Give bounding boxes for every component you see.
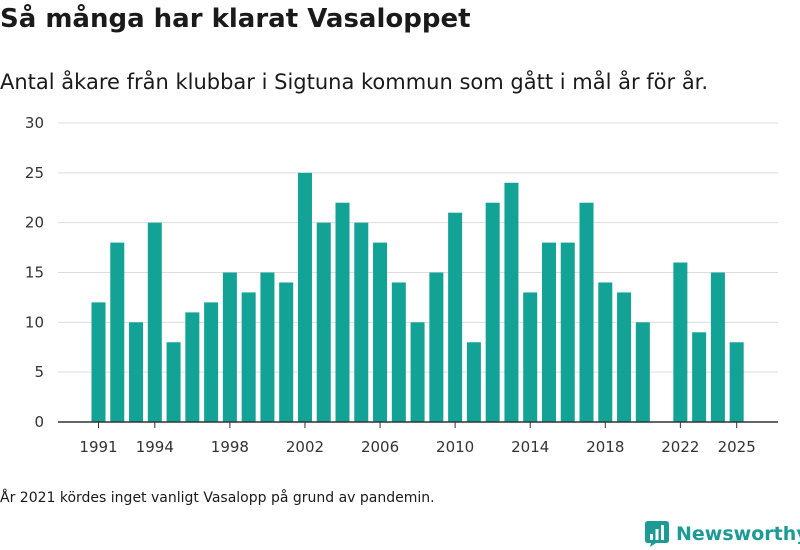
x-tick-label-2022: 2022 [661, 438, 699, 456]
x-tick-label-1994: 1994 [136, 438, 174, 456]
bar-2005 [354, 222, 369, 422]
bar-1991 [91, 302, 106, 422]
chart-title: Så många har klarat Vasaloppet [0, 4, 471, 34]
brand-name: Newsworthy [676, 523, 800, 545]
bar-2008 [410, 322, 425, 422]
bar-2012 [485, 202, 500, 422]
chart-footnote: År 2021 kördes inget vanligt Vasalopp på… [0, 490, 435, 506]
brand: Newsworthy [645, 519, 800, 549]
x-tick-label-2010: 2010 [436, 438, 474, 456]
bar-2023 [692, 332, 707, 422]
bar-1997 [204, 302, 219, 422]
bar-2015 [541, 242, 556, 422]
bar-2011 [466, 342, 481, 422]
bar-2001 [279, 282, 294, 422]
bar-2019 [617, 292, 632, 422]
y-tick-label-30: 30 [25, 114, 44, 132]
bar-1998 [222, 272, 237, 422]
bar-2020 [635, 322, 650, 422]
bar-1996 [185, 312, 200, 422]
bar-2018 [598, 282, 613, 422]
newsworthy-logo-icon [645, 521, 669, 547]
bar-1999 [241, 292, 256, 422]
bar-2024 [710, 272, 725, 422]
bar-1992 [110, 242, 125, 422]
bar-1993 [129, 322, 144, 422]
bar-2003 [316, 222, 331, 422]
bar-2002 [297, 172, 312, 422]
bar-2013 [504, 182, 519, 422]
bar-2014 [523, 292, 538, 422]
x-tick-label-1998: 1998 [211, 438, 249, 456]
chart-subtitle: Antal åkare från klubbar i Sigtuna kommu… [0, 70, 709, 94]
bar-1994 [147, 222, 162, 422]
x-tick-label-2014: 2014 [511, 438, 549, 456]
y-tick-label-15: 15 [25, 264, 44, 282]
bar-2022 [673, 262, 688, 422]
bar-2009 [429, 272, 444, 422]
x-tick-label-1991: 1991 [79, 438, 117, 456]
bar-2006 [373, 242, 388, 422]
bar-2010 [448, 212, 463, 422]
bar-1995 [166, 342, 181, 422]
y-tick-label-20: 20 [25, 214, 44, 232]
y-tick-label-10: 10 [25, 313, 44, 331]
x-tick-label-2002: 2002 [286, 438, 324, 456]
bar-2017 [579, 202, 594, 422]
x-tick-label-2018: 2018 [586, 438, 624, 456]
x-tick-label-2025: 2025 [718, 438, 756, 456]
bar-2000 [260, 272, 275, 422]
x-tick-label-2006: 2006 [361, 438, 399, 456]
y-tick-label-5: 5 [34, 363, 44, 381]
bar-2007 [391, 282, 406, 422]
bar-2016 [560, 242, 575, 422]
bar-2004 [335, 202, 350, 422]
y-tick-label-25: 25 [25, 164, 44, 182]
bar-2025 [729, 342, 744, 422]
y-tick-label-0: 0 [34, 413, 44, 431]
